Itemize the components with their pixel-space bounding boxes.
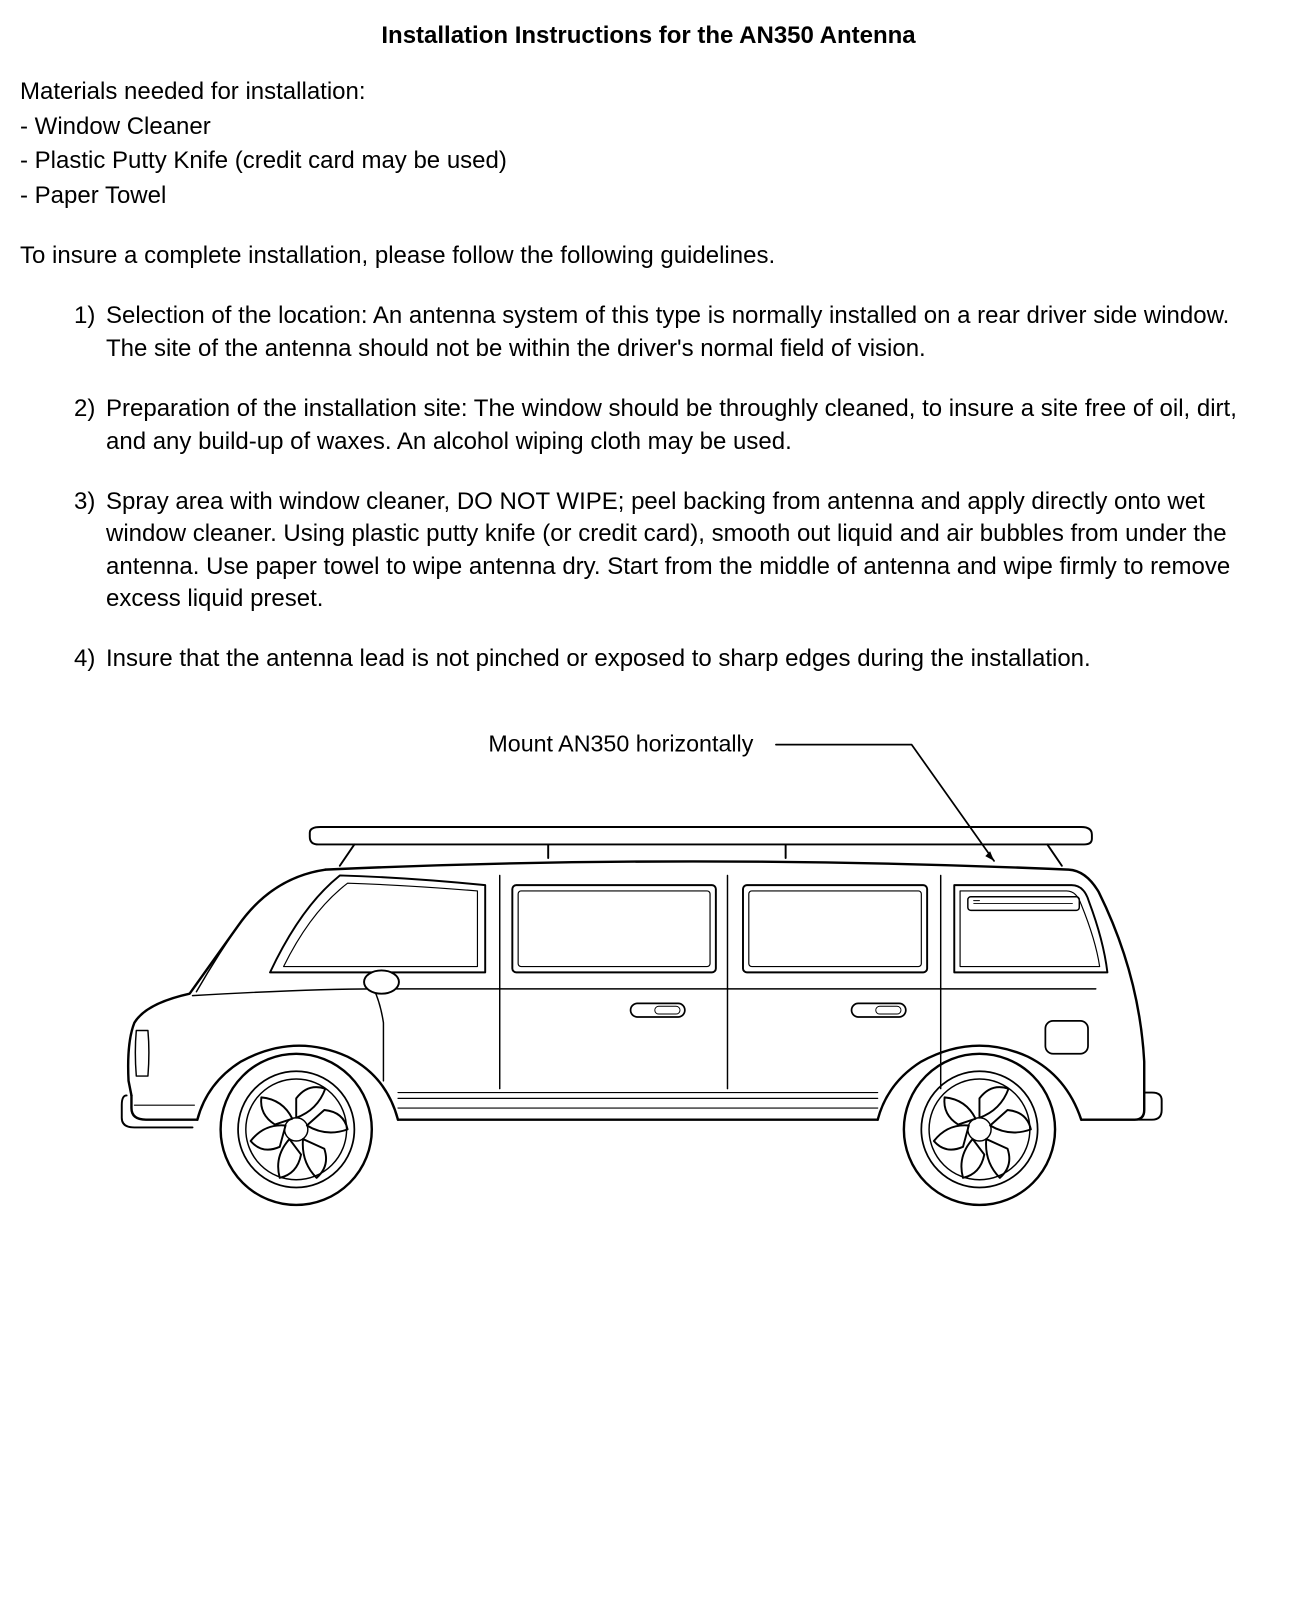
materials-heading: Materials needed for installation: <box>20 76 1277 108</box>
vehicle-diagram: Mount AN350 horizontally <box>20 704 1277 1264</box>
step-text: Preparation of the installation site: Th… <box>106 393 1277 458</box>
step-item: 1) Selection of the location: An antenna… <box>74 300 1277 365</box>
step-item: 4) Insure that the antenna lead is not p… <box>74 643 1277 675</box>
materials-item: - Window Cleaner <box>20 111 1277 143</box>
step-number: 2) <box>74 393 106 458</box>
page-title: Installation Instructions for the AN350 … <box>20 20 1277 52</box>
diagram-label: Mount AN350 horizontally <box>488 730 753 756</box>
step-text: Spray area with window cleaner, DO NOT W… <box>106 486 1277 616</box>
step-item: 3) Spray area with window cleaner, DO NO… <box>74 486 1277 616</box>
rear-wheel-icon <box>904 1054 1055 1205</box>
step-item: 2) Preparation of the installation site:… <box>74 393 1277 458</box>
materials-item: - Plastic Putty Knife (credit card may b… <box>20 145 1277 177</box>
step-text: Selection of the location: An antenna sy… <box>106 300 1277 365</box>
step-text: Insure that the antenna lead is not pinc… <box>106 643 1277 675</box>
step-number: 3) <box>74 486 106 616</box>
intro-text: To insure a complete installation, pleas… <box>20 240 1277 272</box>
front-wheel-icon <box>221 1054 372 1205</box>
materials-list: - Window Cleaner - Plastic Putty Knife (… <box>20 111 1277 212</box>
materials-item: - Paper Towel <box>20 180 1277 212</box>
steps-list: 1) Selection of the location: An antenna… <box>20 300 1277 676</box>
step-number: 4) <box>74 643 106 675</box>
step-number: 1) <box>74 300 106 365</box>
